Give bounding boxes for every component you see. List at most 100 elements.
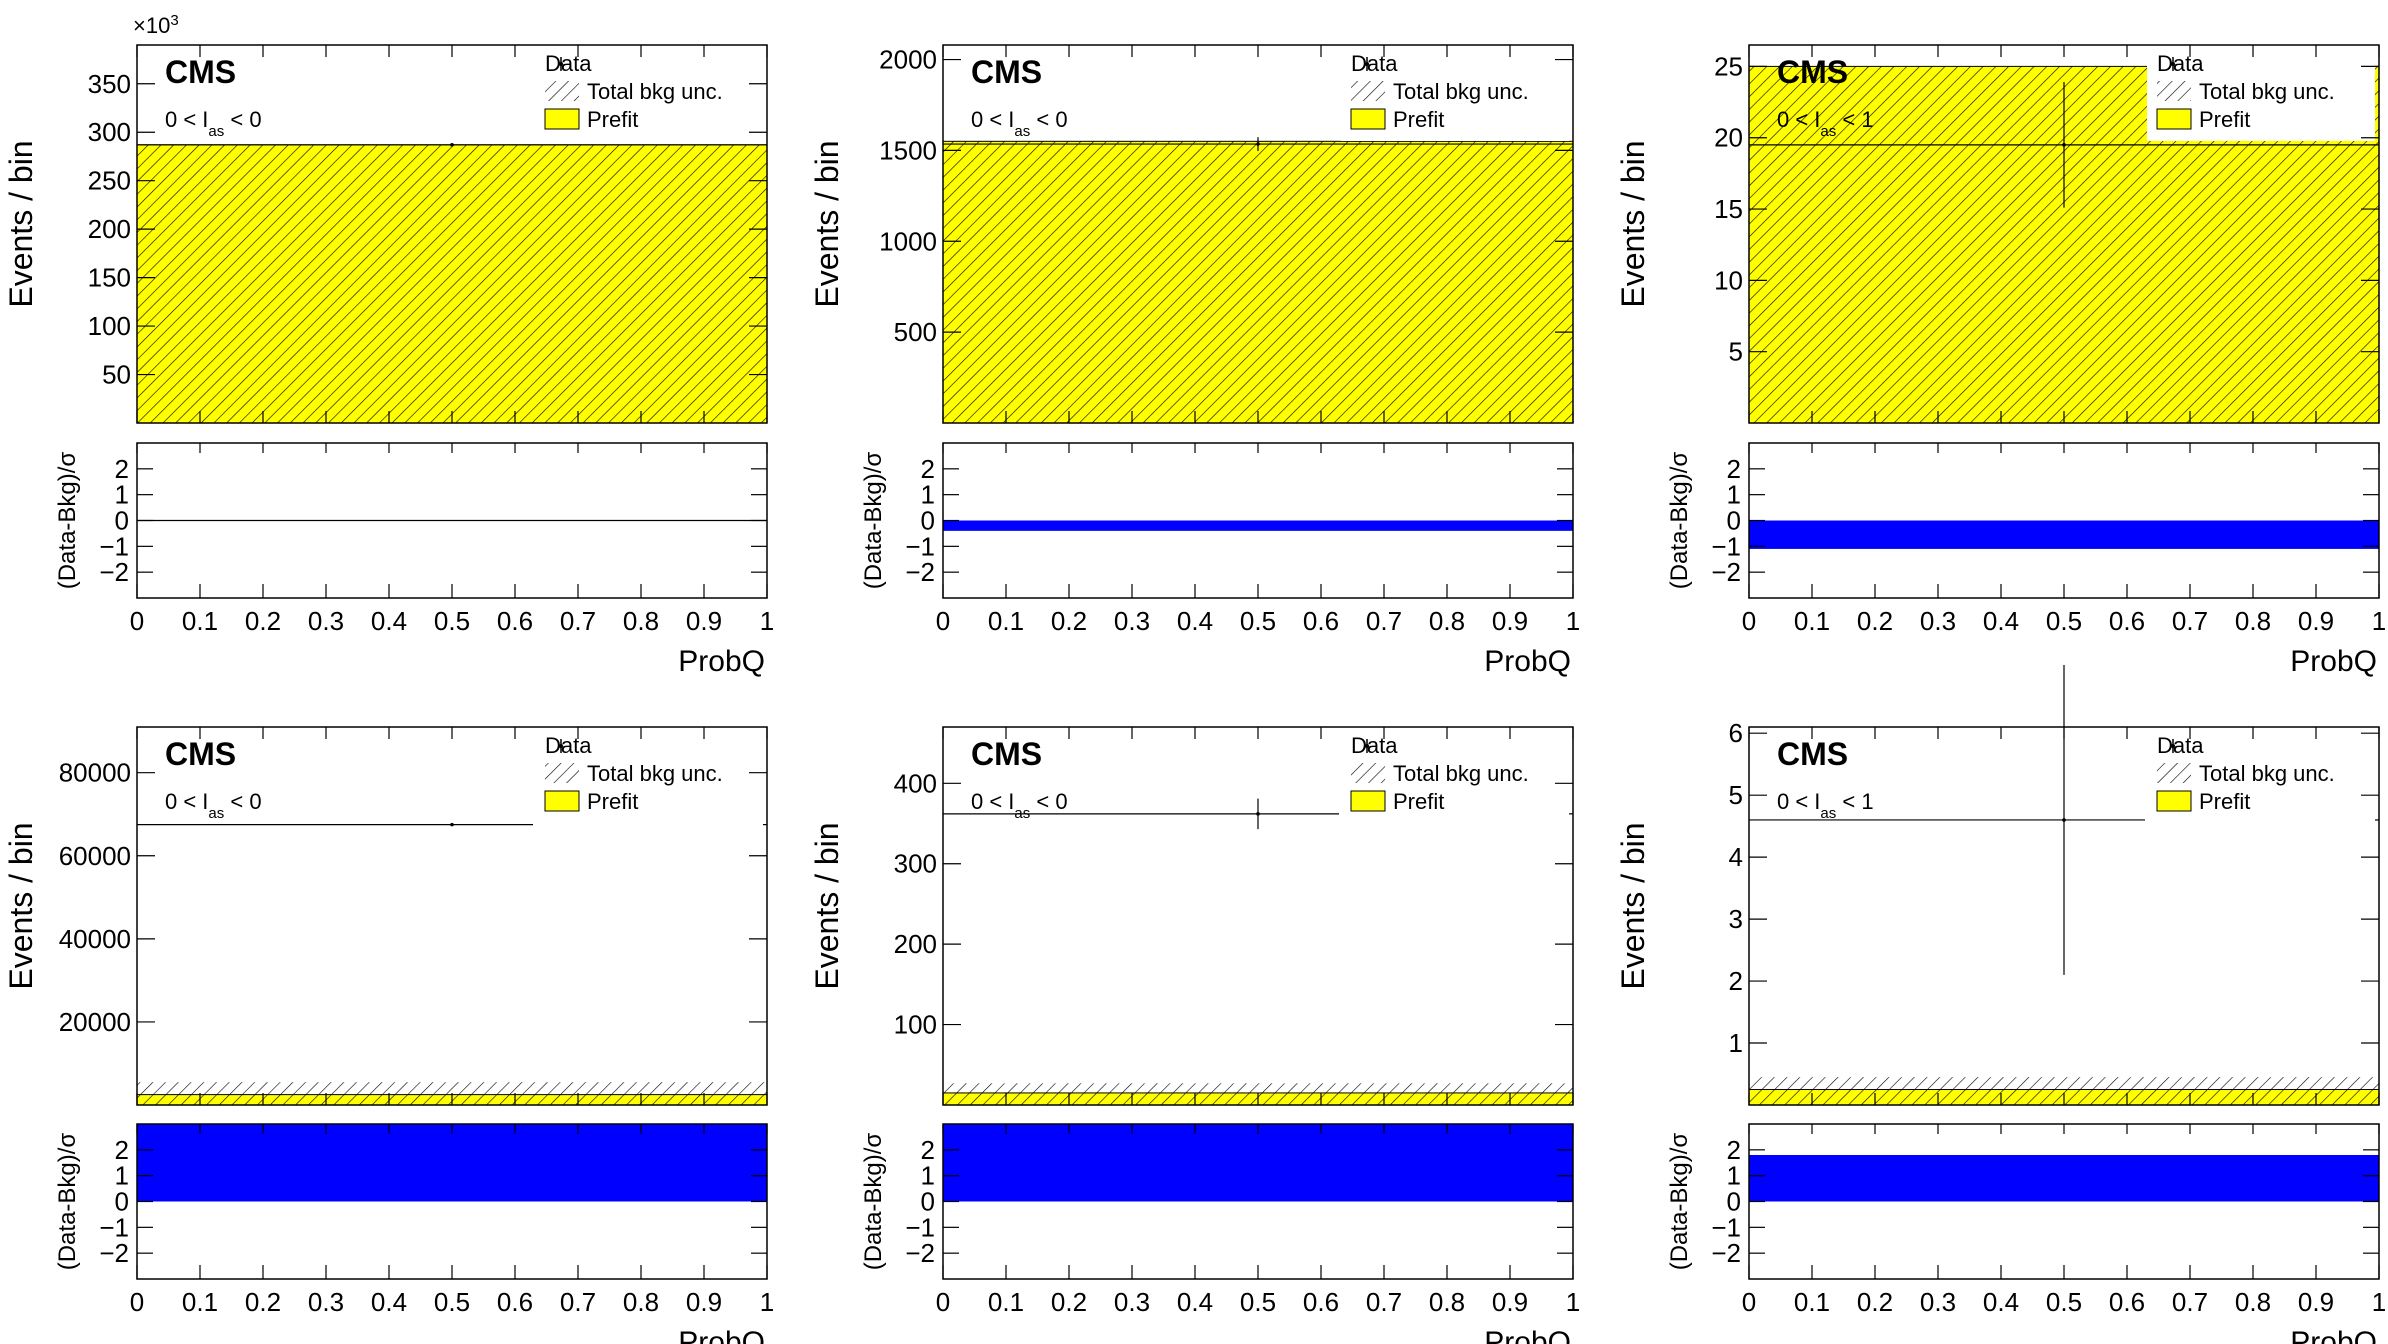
main-ytick-label: 400: [894, 768, 937, 798]
panel-top-middle: Data Total bkg unc. Prefit 500 1000 1500 2000 C…: [809, 44, 1580, 678]
main-ytick-label: 1500: [879, 135, 937, 165]
ratio-ytick-label: 2: [115, 1135, 129, 1165]
xtick-label: 0.4: [1983, 606, 2019, 636]
main-ytick-label: 6: [1729, 718, 1743, 748]
xtick-label: 0.9: [2298, 1287, 2334, 1317]
xtick-label: 0: [936, 1287, 950, 1317]
legend-prefit-label: Prefit: [587, 789, 638, 814]
xtick-label: 0.8: [2235, 1287, 2271, 1317]
xtick-label: 0.8: [623, 1287, 659, 1317]
xtick-label: 0.4: [1177, 606, 1213, 636]
xtick-label: 0: [130, 606, 144, 636]
ratio-ytick-label: 1: [1727, 1161, 1741, 1191]
unc-band: [943, 141, 1573, 423]
legend-data-marker: [559, 57, 563, 71]
xtick-label: 0.1: [182, 606, 218, 636]
cms-label: CMS: [971, 54, 1042, 90]
xtick-label: 0.7: [1366, 1287, 1402, 1317]
xtick-label: 0.8: [1429, 1287, 1465, 1317]
data-point: [1256, 812, 1260, 816]
legend-unc-label: Total bkg unc.: [1393, 79, 1529, 104]
main-ytick-label: 100: [88, 311, 131, 341]
xtick-label: 0.7: [560, 606, 596, 636]
xtick-label: 0.3: [1920, 606, 1956, 636]
xtick-label: 0.2: [245, 606, 281, 636]
ratio-ytick-label: 1: [921, 1161, 935, 1191]
unc-band: [137, 144, 767, 424]
xtick-label: 0.9: [686, 1287, 722, 1317]
main-ytick-label: 80000: [59, 758, 131, 788]
xtick-label: 1: [1566, 1287, 1580, 1317]
legend-unc-label: Total bkg unc.: [2199, 79, 2335, 104]
ratio-ytick-label: 2: [921, 454, 935, 484]
xlabel: ProbQ: [1484, 645, 1571, 678]
ratio-ytick-label: 1: [921, 480, 935, 510]
legend-data-label: Data: [545, 733, 592, 758]
legend-prefit-swatch: [1350, 790, 1386, 812]
data-point: [1256, 142, 1260, 146]
ratio-ylabel: (Data-Bkg)/σ: [1666, 452, 1693, 590]
legend-prefit-swatch: [1350, 108, 1386, 130]
xtick-label: 0.8: [623, 606, 659, 636]
xtick-label: 0.9: [2298, 606, 2334, 636]
xtick-label: 0: [1742, 606, 1756, 636]
category-label: 0 < Ias < 1: [1777, 789, 1874, 822]
xtick-label: 0: [1742, 1287, 1756, 1317]
xtick-label: 0.8: [1429, 606, 1465, 636]
xtick-label: 0.7: [2172, 606, 2208, 636]
ratio-ytick-label: 1: [115, 1161, 129, 1191]
xlabel: ProbQ: [678, 645, 765, 678]
legend-unc-label: Total bkg unc.: [2199, 761, 2335, 786]
main-ytick-label: 5: [1729, 780, 1743, 810]
ratio-ylabel: (Data-Bkg)/σ: [860, 1133, 887, 1271]
legend-data-label: Data: [2157, 51, 2204, 76]
legend-prefit-swatch: [2156, 108, 2192, 130]
legend-prefit-label: Prefit: [2199, 789, 2250, 814]
ratio-ytick-label: 2: [1727, 1135, 1741, 1165]
main-ytick-label: 50: [102, 360, 131, 390]
xtick-label: 0.1: [988, 1287, 1024, 1317]
main-ytick-label: 5: [1729, 337, 1743, 367]
ratio-ytick-label: 0: [1727, 1187, 1741, 1217]
ratio-ytick-label: −2: [1711, 1238, 1741, 1268]
pull-bar: [137, 1124, 767, 1202]
panel-bottom-left: Data Total bkg unc. Prefit 20000 40000 60000 8…: [3, 726, 774, 1344]
main-ytick-label: 250: [88, 166, 131, 196]
category-label: 0 < Ias < 0: [971, 789, 1068, 822]
main-ytick-label: 60000: [59, 841, 131, 871]
ratio-ylabel: (Data-Bkg)/σ: [54, 452, 81, 590]
main-ytick-label: 3: [1729, 904, 1743, 934]
legend-prefit-label: Prefit: [587, 107, 638, 132]
main-ytick-label: 20: [1714, 123, 1743, 153]
main-ytick-label: 300: [88, 117, 131, 147]
legend-unc-label: Total bkg unc.: [587, 79, 723, 104]
xtick-label: 0.6: [1303, 1287, 1339, 1317]
ratio-ytick-label: 0: [1727, 506, 1741, 536]
cms-label: CMS: [971, 736, 1042, 772]
ratio-ytick-label: 1: [115, 480, 129, 510]
cms-label: CMS: [1777, 736, 1848, 772]
main-ytick-label: 2: [1729, 966, 1743, 996]
data-point: [2062, 818, 2066, 822]
main-ytick-label: 4: [1729, 842, 1743, 872]
legend-prefit-label: Prefit: [1393, 107, 1444, 132]
ratio-ytick-label: 0: [921, 506, 935, 536]
legend-unc-swatch: [2157, 81, 2191, 101]
xtick-label: 0.5: [1240, 606, 1276, 636]
xtick-label: 0.4: [371, 606, 407, 636]
xtick-label: 0.2: [1857, 1287, 1893, 1317]
legend-data-label: Data: [545, 51, 592, 76]
ratio-ytick-label: 2: [1727, 454, 1741, 484]
xtick-label: 0.3: [1920, 1287, 1956, 1317]
ratio-ytick-label: −1: [99, 1212, 129, 1242]
xtick-label: 0.6: [497, 1287, 533, 1317]
ratio-ytick-label: −2: [99, 1238, 129, 1268]
xtick-label: 0.2: [245, 1287, 281, 1317]
legend-unc-swatch: [1351, 763, 1385, 783]
ratio-ytick-label: 2: [115, 454, 129, 484]
xtick-label: 0.6: [2109, 1287, 2145, 1317]
xtick-label: 0.5: [2046, 606, 2082, 636]
